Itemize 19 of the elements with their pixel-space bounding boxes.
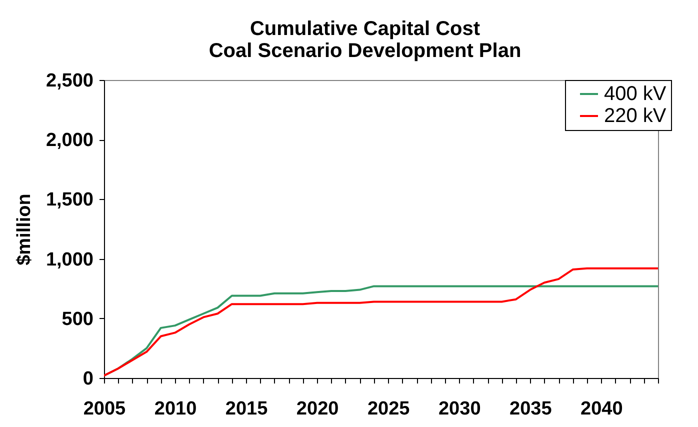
chart-subtitle: Coal Scenario Development Plan xyxy=(208,40,522,62)
x-tick-label: 2040 xyxy=(580,398,623,420)
y-tick-label: 0 xyxy=(82,368,94,390)
x-tick-label: 2010 xyxy=(154,398,197,420)
y-tick-label: 1,500 xyxy=(46,190,94,211)
x-tick-label: 2035 xyxy=(510,398,552,420)
x-tick-label: 2020 xyxy=(296,398,339,420)
y-tick-label: 1,000 xyxy=(46,249,94,270)
x-tick-label: 2015 xyxy=(225,398,268,420)
x-tick-label: 2030 xyxy=(438,398,481,420)
x-tick-label: 2005 xyxy=(83,398,126,420)
chart-title: Cumulative Capital Cost xyxy=(250,18,480,40)
y-axis-title: $million xyxy=(14,194,35,266)
legend-label: 400 kV xyxy=(604,83,667,105)
legend-label: 220 kV xyxy=(604,105,667,127)
y-tick-label: 2,000 xyxy=(46,130,94,152)
y-tick-label: 2,500 xyxy=(46,70,94,92)
x-tick-label: 2025 xyxy=(367,398,410,420)
y-tick-label: 500 xyxy=(62,308,94,330)
